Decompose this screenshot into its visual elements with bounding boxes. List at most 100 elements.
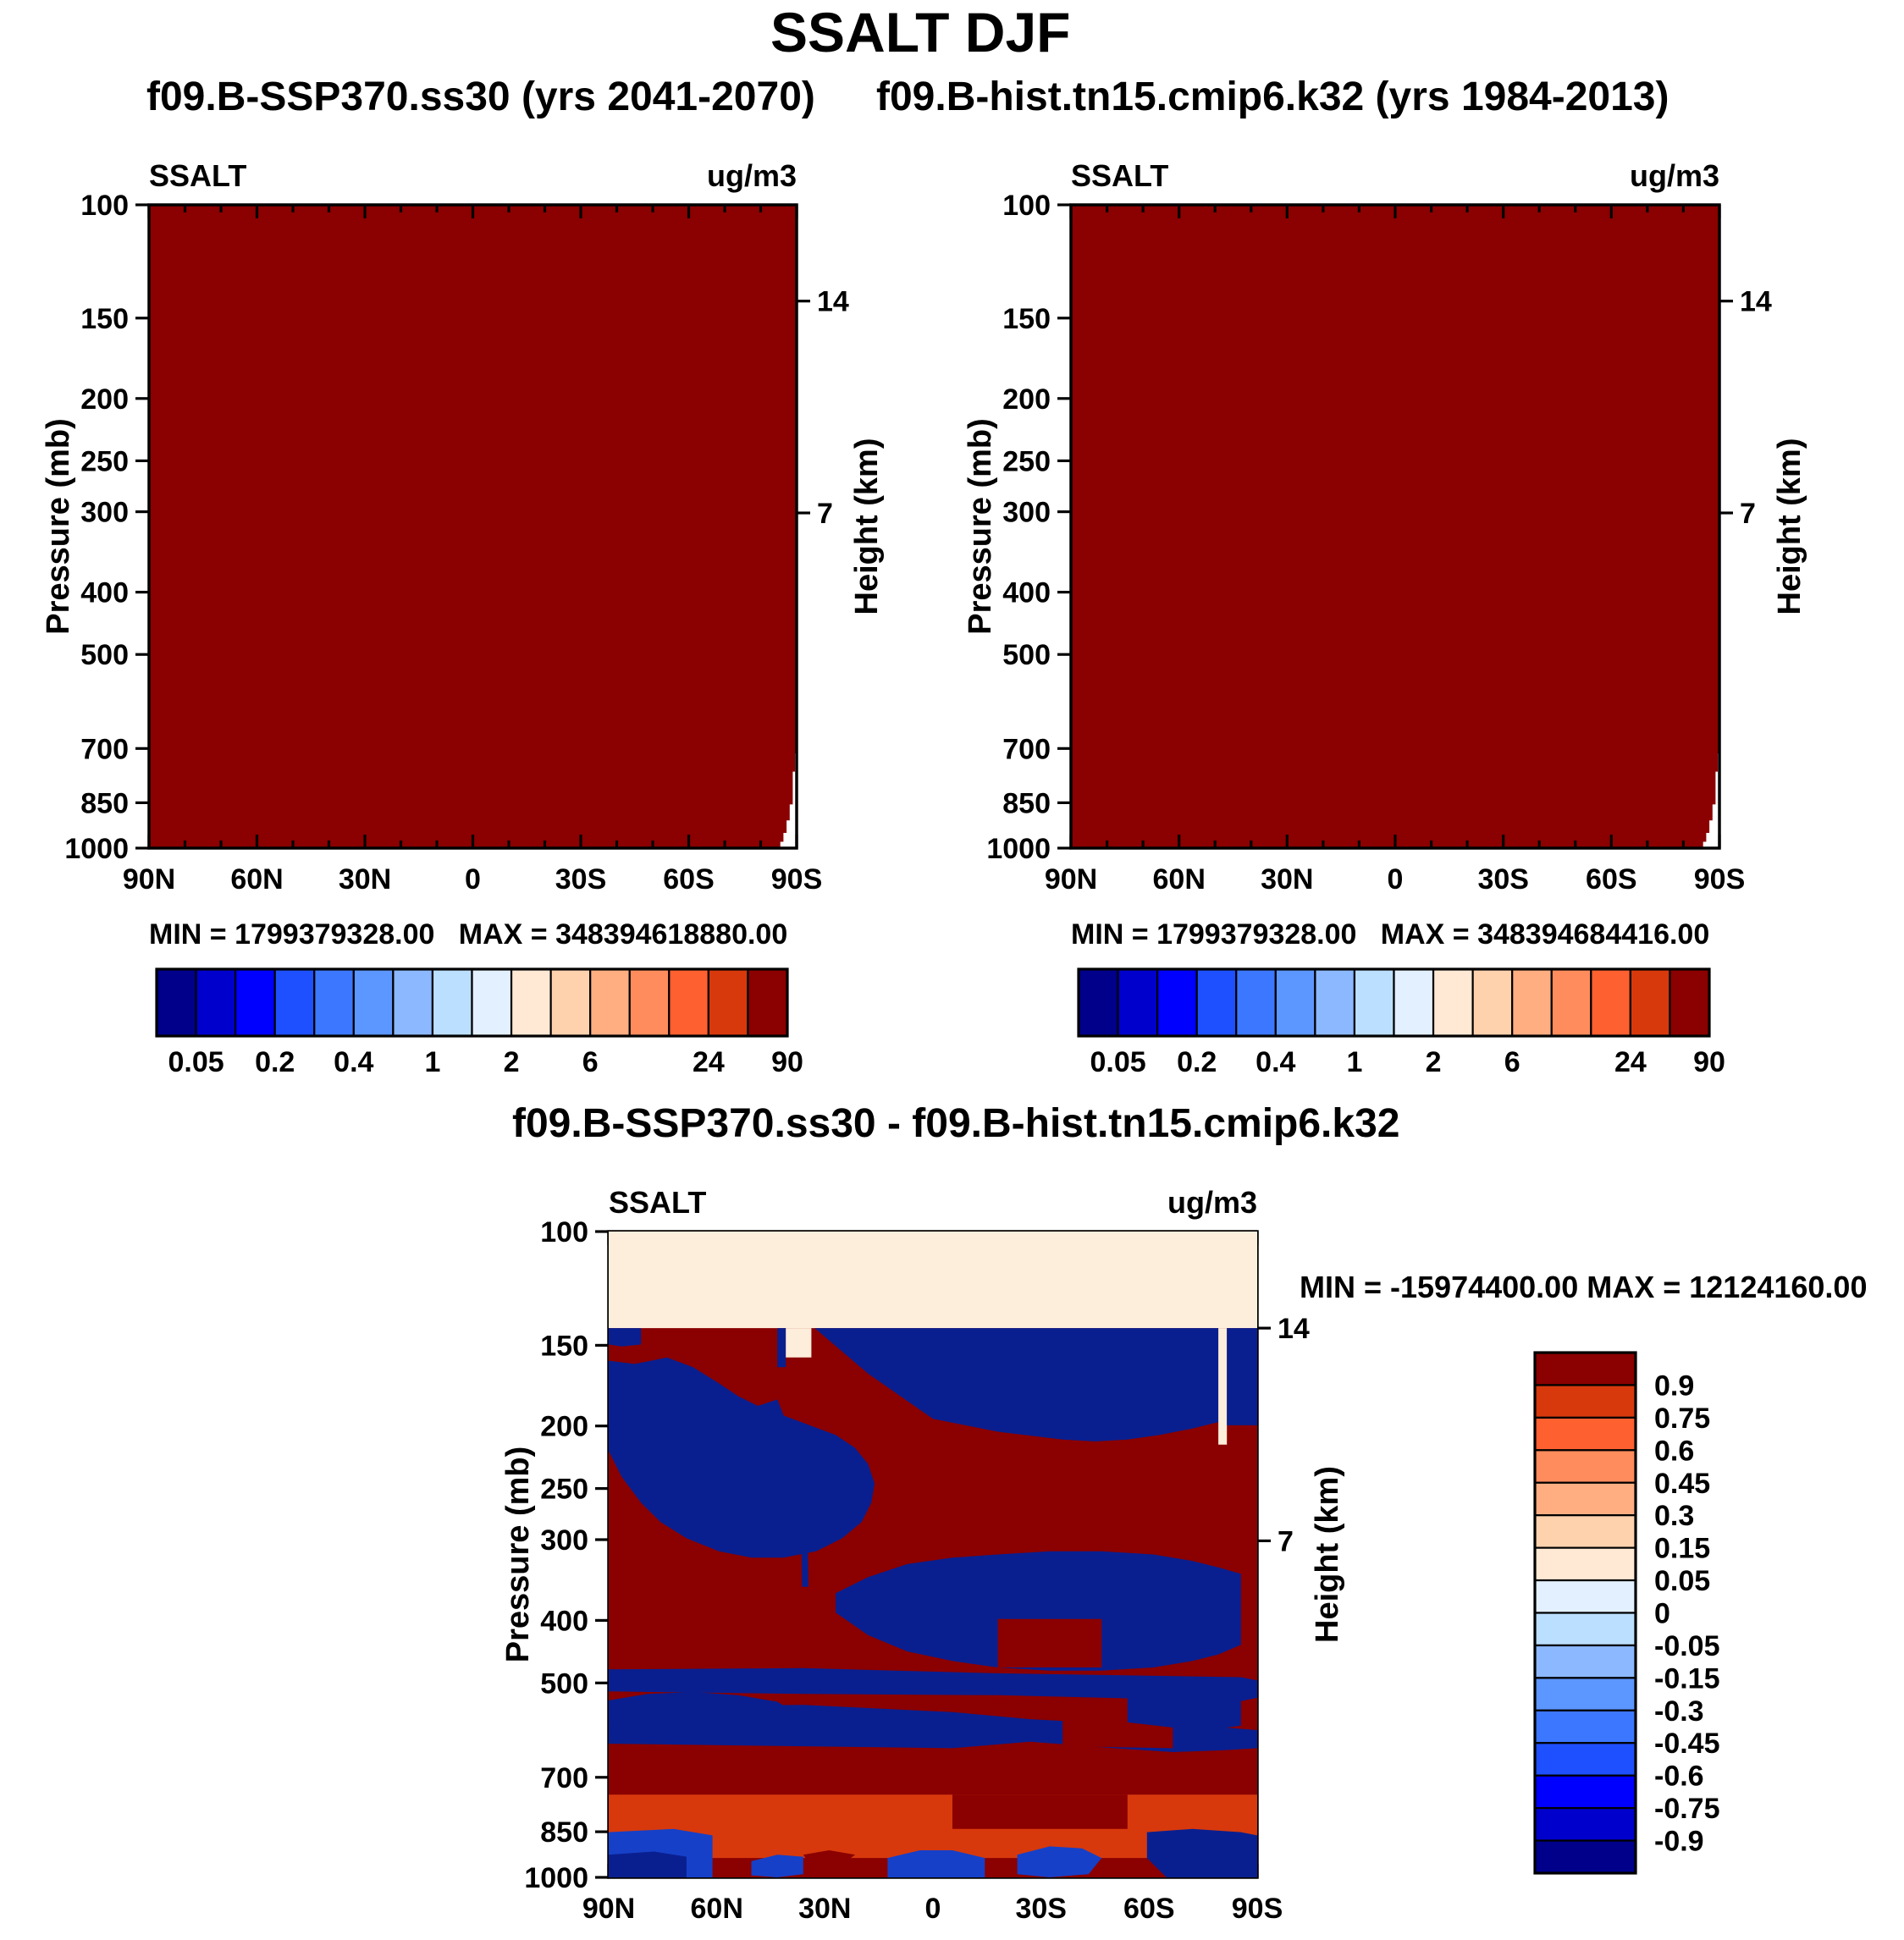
svg-text:60N: 60N xyxy=(1153,863,1206,896)
svg-text:1000: 1000 xyxy=(986,833,1051,865)
svg-text:0.05: 0.05 xyxy=(1090,1046,1146,1078)
svg-text:300: 300 xyxy=(1002,497,1051,529)
svg-text:850: 850 xyxy=(540,1816,588,1849)
svg-text:60N: 60N xyxy=(230,863,283,896)
svg-text:60S: 60S xyxy=(663,863,715,896)
svg-text:SSALT: SSALT xyxy=(149,158,246,193)
svg-text:SSALT: SSALT xyxy=(609,1185,706,1220)
svg-text:30S: 30S xyxy=(1477,863,1529,896)
svg-text:150: 150 xyxy=(80,303,129,335)
svg-text:-0.9: -0.9 xyxy=(1654,1826,1704,1858)
svg-text:30S: 30S xyxy=(555,863,607,896)
svg-text:500: 500 xyxy=(1002,639,1051,671)
svg-text:0.4: 0.4 xyxy=(1256,1046,1295,1078)
svg-text:14: 14 xyxy=(1278,1313,1310,1345)
svg-text:0.2: 0.2 xyxy=(1177,1046,1217,1078)
svg-text:Pressure (mb): Pressure (mb) xyxy=(963,418,998,635)
svg-text:250: 250 xyxy=(540,1474,588,1506)
svg-text:0: 0 xyxy=(465,863,481,896)
svg-text:100: 100 xyxy=(80,190,129,222)
svg-text:Pressure (mb): Pressure (mb) xyxy=(500,1447,536,1663)
svg-text:150: 150 xyxy=(540,1330,588,1362)
svg-text:400: 400 xyxy=(1002,577,1051,609)
svg-text:60N: 60N xyxy=(691,1893,743,1925)
svg-text:400: 400 xyxy=(80,577,129,609)
svg-text:0: 0 xyxy=(1654,1598,1670,1630)
svg-text:0.05: 0.05 xyxy=(168,1046,224,1078)
svg-text:6: 6 xyxy=(582,1046,599,1078)
svg-text:90N: 90N xyxy=(582,1893,635,1925)
svg-text:30N: 30N xyxy=(339,863,391,896)
svg-text:-0.3: -0.3 xyxy=(1654,1695,1704,1728)
svg-text:Pressure (mb): Pressure (mb) xyxy=(41,418,76,635)
svg-text:1: 1 xyxy=(1346,1046,1362,1078)
svg-text:90: 90 xyxy=(771,1046,803,1078)
svg-text:0.15: 0.15 xyxy=(1654,1533,1710,1565)
svg-text:-0.75: -0.75 xyxy=(1654,1793,1720,1825)
svg-text:60S: 60S xyxy=(1586,863,1637,896)
svg-text:300: 300 xyxy=(80,497,129,529)
svg-text:30S: 30S xyxy=(1015,1893,1067,1925)
svg-text:-0.6: -0.6 xyxy=(1654,1761,1704,1793)
svg-text:1: 1 xyxy=(424,1046,440,1078)
svg-text:-0.45: -0.45 xyxy=(1654,1728,1720,1760)
svg-text:850: 850 xyxy=(80,787,129,819)
svg-text:100: 100 xyxy=(540,1216,588,1248)
svg-text:90S: 90S xyxy=(1694,863,1746,896)
svg-text:700: 700 xyxy=(1002,733,1051,765)
svg-text:200: 200 xyxy=(80,383,129,416)
svg-text:500: 500 xyxy=(80,639,129,671)
svg-text:0: 0 xyxy=(925,1893,941,1925)
svg-text:30N: 30N xyxy=(798,1893,851,1925)
svg-text:MIN = 1799379328.00 MAX = 34: MIN = 1799379328.00 MAX = 348394618880.0… xyxy=(149,918,787,951)
svg-text:-0.15: -0.15 xyxy=(1654,1662,1720,1695)
svg-text:2: 2 xyxy=(1426,1046,1442,1078)
svg-text:200: 200 xyxy=(540,1411,588,1443)
svg-text:ug/m3: ug/m3 xyxy=(707,158,797,193)
svg-text:ug/m3: ug/m3 xyxy=(1167,1185,1257,1220)
svg-text:700: 700 xyxy=(80,733,129,765)
svg-text:90S: 90S xyxy=(771,863,823,896)
svg-text:300: 300 xyxy=(540,1524,588,1557)
svg-text:Height (km): Height (km) xyxy=(849,438,885,615)
svg-text:500: 500 xyxy=(540,1667,588,1700)
svg-text:Height (km): Height (km) xyxy=(1310,1466,1345,1643)
svg-text:-0.05: -0.05 xyxy=(1654,1630,1720,1662)
svg-text:0.3: 0.3 xyxy=(1654,1500,1694,1532)
svg-text:90N: 90N xyxy=(1045,863,1097,896)
svg-text:30N: 30N xyxy=(1261,863,1313,896)
svg-text:90: 90 xyxy=(1693,1046,1725,1078)
svg-text:90N: 90N xyxy=(123,863,175,896)
svg-text:0.45: 0.45 xyxy=(1654,1468,1710,1500)
svg-text:14: 14 xyxy=(1740,286,1772,318)
svg-text:0.75: 0.75 xyxy=(1654,1403,1710,1435)
svg-text:250: 250 xyxy=(1002,445,1051,477)
svg-text:7: 7 xyxy=(1740,498,1756,530)
svg-text:250: 250 xyxy=(80,445,129,477)
svg-text:ug/m3: ug/m3 xyxy=(1630,158,1719,193)
svg-text:0: 0 xyxy=(1388,863,1404,896)
svg-text:100: 100 xyxy=(1002,190,1051,222)
svg-text:700: 700 xyxy=(540,1762,588,1794)
svg-text:90S: 90S xyxy=(1232,1893,1283,1925)
svg-text:MIN = 1799379328.00 MAX = 34: MIN = 1799379328.00 MAX = 348394684416.0… xyxy=(1071,918,1709,951)
svg-text:150: 150 xyxy=(1002,303,1051,335)
svg-text:6: 6 xyxy=(1504,1046,1520,1078)
svg-text:0.4: 0.4 xyxy=(334,1046,373,1078)
svg-text:SSALT: SSALT xyxy=(1071,158,1168,193)
svg-text:1000: 1000 xyxy=(524,1862,588,1894)
svg-text:24: 24 xyxy=(693,1046,725,1078)
svg-text:1000: 1000 xyxy=(64,833,129,865)
svg-text:60S: 60S xyxy=(1123,1893,1175,1925)
svg-text:Height (km): Height (km) xyxy=(1772,438,1807,615)
svg-text:0.6: 0.6 xyxy=(1654,1435,1694,1467)
svg-text:200: 200 xyxy=(1002,383,1051,416)
svg-text:0.9: 0.9 xyxy=(1654,1370,1694,1402)
svg-text:400: 400 xyxy=(540,1605,588,1637)
svg-text:850: 850 xyxy=(1002,787,1051,819)
svg-text:0.05: 0.05 xyxy=(1654,1565,1710,1597)
svg-text:7: 7 xyxy=(1278,1525,1294,1557)
svg-text:7: 7 xyxy=(817,498,833,530)
svg-text:2: 2 xyxy=(504,1046,520,1078)
svg-text:0.2: 0.2 xyxy=(255,1046,295,1078)
